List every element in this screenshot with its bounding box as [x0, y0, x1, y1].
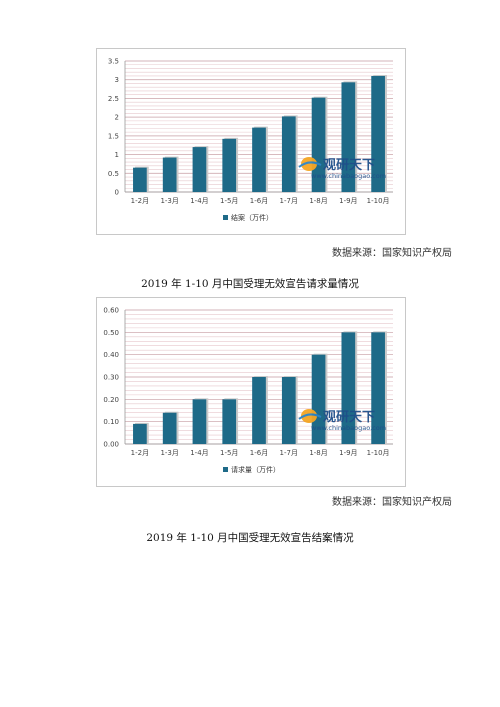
x-tick-label: 1-3月: [160, 197, 178, 205]
x-tick-label: 1-9月: [339, 449, 357, 457]
x-tick-label: 1-3月: [160, 449, 178, 457]
bar-1-9月: [341, 82, 356, 192]
bar-1-9月: [341, 332, 356, 444]
logo-sun-icon: [301, 157, 317, 171]
y-tick-label: 0.5: [108, 170, 119, 178]
x-tick-label: 1-2月: [131, 449, 149, 457]
y-tick-label: 0.40: [103, 351, 119, 359]
y-tick-label: 0.50: [103, 329, 119, 337]
watermark-url: www.chinabaogao.com: [311, 172, 386, 180]
x-tick-label: 1-7月: [280, 449, 298, 457]
x-tick-label: 1-10月: [367, 197, 390, 205]
y-tick-label: 3: [115, 76, 119, 84]
bar-1-2月: [133, 423, 147, 444]
x-tick-label: 1-6月: [250, 197, 268, 205]
x-tick-label: 1-9月: [339, 197, 357, 205]
y-tick-label: 3.5: [108, 58, 119, 66]
legend-swatch: [223, 215, 228, 220]
x-tick-label: 1-5月: [220, 197, 238, 205]
bar-1-4月: [192, 147, 207, 192]
x-tick-label: 1-8月: [309, 197, 327, 205]
logo-sun-icon: [301, 409, 317, 423]
legend: 请求量（万件）: [223, 465, 280, 474]
bar-1-8月: [311, 354, 326, 444]
legend: 结案（万件）: [223, 213, 273, 222]
y-tick-label: 0.30: [103, 374, 119, 382]
y-tick-label: 1.5: [108, 132, 119, 140]
x-tick-label: 1-2月: [131, 197, 149, 205]
legend-label: 结案（万件）: [231, 213, 273, 222]
bar-1-7月: [281, 377, 296, 444]
bar-1-10月: [371, 332, 385, 444]
bar-1-6月: [252, 377, 266, 444]
bar-1-5月: [222, 399, 237, 444]
bar-1-3月: [162, 157, 177, 192]
x-tick-label: 1-4月: [190, 197, 208, 205]
x-tick-label: 1-8月: [309, 449, 327, 457]
logo-wave-icon: [298, 413, 322, 420]
watermark-text: 观研天下: [323, 158, 375, 173]
y-tick-label: 0.60: [103, 307, 119, 315]
legend-swatch: [223, 467, 228, 472]
legend-label: 请求量（万件）: [231, 465, 280, 474]
bar-1-3月: [162, 412, 177, 444]
y-tick-label: 0.00: [103, 441, 119, 449]
y-tick-label: 1: [115, 151, 119, 159]
figure-caption-2: 2019 年 1-10 月中国受理无效宣告结案情况: [146, 532, 354, 544]
y-tick-label: 2: [115, 114, 119, 122]
source-note-2: 数据来源：国家知识产权局: [332, 497, 452, 508]
x-tick-label: 1-10月: [367, 449, 390, 457]
y-tick-label: 0.20: [103, 396, 119, 404]
bar-1-2月: [133, 167, 147, 192]
chart-2-container: 0.00 0.10 0.20 0.30 0.40 0.50 0.60 1-2月 1-3月 1-4月…: [96, 297, 406, 487]
figure-caption-1: 2019 年 1-10 月中国受理无效宣告请求量情况: [141, 278, 359, 290]
watermark-text: 观研天下: [323, 410, 375, 425]
x-tick-label: 1-7月: [280, 197, 298, 205]
bar-1-4月: [192, 399, 207, 444]
x-tick-label: 1-4月: [190, 449, 208, 457]
watermark-url: www.chinabaogao.com: [311, 424, 386, 432]
chart-2-svg: 0.00 0.10 0.20 0.30 0.40 0.50 0.60 1-2月 1-3月 1-4月…: [103, 307, 393, 474]
bar-1-10月: [371, 75, 385, 192]
bar-1-7月: [281, 116, 296, 192]
logo-wave-icon: [298, 161, 322, 168]
bar-1-5月: [222, 138, 237, 192]
bar-1-6月: [252, 127, 266, 192]
y-tick-label: 0.10: [103, 418, 119, 426]
chart-1-container: 0 0.5 1 1.5 2 2.5 3 3.5 1-2月 1-3月 1-4月 1-5月 1-6月 1-7月…: [96, 48, 406, 235]
x-tick-label: 1-5月: [220, 449, 238, 457]
x-tick-label: 1-6月: [250, 449, 268, 457]
y-tick-label: 0: [115, 189, 119, 197]
y-tick-label: 2.5: [108, 95, 119, 103]
chart-1-svg: 0 0.5 1 1.5 2 2.5 3 3.5 1-2月 1-3月 1-4月 1-5月 1-6月 1-7月…: [108, 58, 393, 222]
source-note-1: 数据来源：国家知识产权局: [332, 248, 452, 259]
